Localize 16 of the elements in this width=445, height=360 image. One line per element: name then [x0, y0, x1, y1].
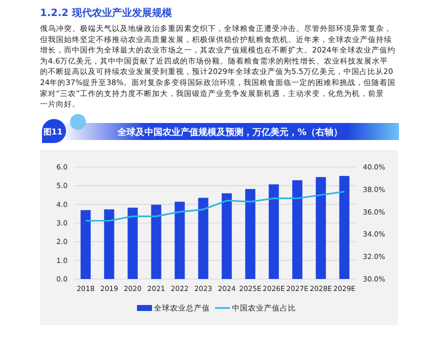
chart-title: 全球及中国农业产值规模及预测，万亿美元，%（右轴） — [116, 127, 343, 138]
bar — [245, 189, 256, 279]
bar — [104, 209, 114, 279]
bar — [222, 193, 232, 279]
bar — [80, 210, 91, 279]
bar — [339, 176, 350, 279]
text: 1.2.2 现代农业产业发展规模 — [40, 7, 173, 19]
caption: 图11 — [43, 128, 63, 136]
line-series — [84, 190, 346, 222]
bar — [198, 198, 208, 279]
bar — [292, 180, 302, 279]
bar — [128, 208, 138, 279]
bar — [151, 204, 162, 279]
bar — [268, 184, 279, 279]
bar — [316, 177, 326, 279]
bar — [174, 202, 185, 279]
